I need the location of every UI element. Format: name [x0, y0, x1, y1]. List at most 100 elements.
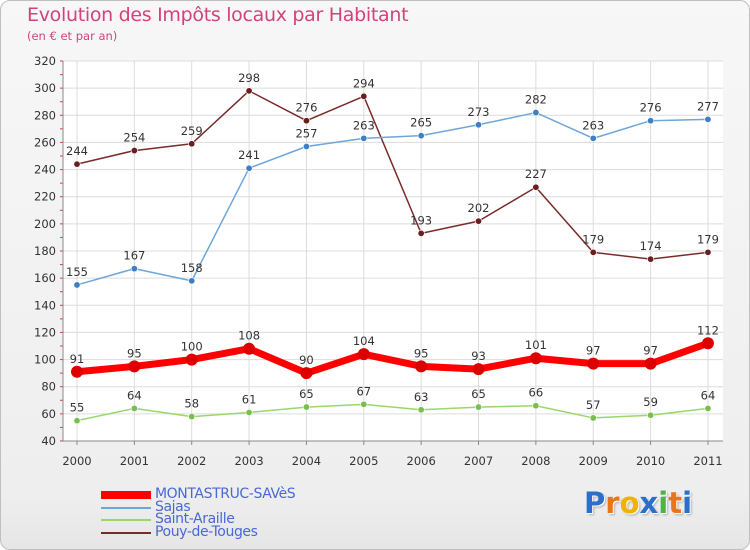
series-line-0 [73, 339, 712, 377]
data-point [243, 342, 256, 355]
x-tick-label: 2000 [62, 454, 91, 468]
legend-label: Saint-Araille [155, 511, 235, 527]
data-label: 202 [468, 201, 490, 215]
data-label: 241 [238, 148, 260, 162]
data-point [188, 277, 196, 285]
y-tick-label: 320 [34, 54, 56, 68]
data-point [417, 132, 425, 140]
data-point [701, 337, 714, 350]
logo-letter: t [668, 486, 683, 520]
x-tick-label: 2009 [579, 454, 608, 468]
data-point [245, 164, 253, 172]
y-tick-label: 120 [34, 325, 56, 339]
data-point [245, 408, 253, 416]
data-point [302, 117, 310, 125]
data-label: 64 [127, 388, 142, 402]
x-tick-label: 2008 [521, 454, 550, 468]
data-label: 179 [582, 232, 604, 246]
data-point [475, 217, 483, 225]
y-tick-label: 300 [34, 81, 56, 95]
data-point [188, 413, 196, 421]
data-point [185, 353, 198, 366]
data-label: 101 [525, 338, 547, 352]
logo-letter: i [682, 486, 693, 520]
data-label: 276 [640, 101, 662, 115]
data-point [529, 352, 542, 365]
data-label: 263 [582, 118, 604, 132]
data-point [704, 404, 712, 412]
x-tick-label: 2003 [234, 454, 263, 468]
data-point [647, 255, 655, 263]
data-label: 112 [697, 323, 719, 337]
data-point [704, 248, 712, 256]
y-tick-label: 140 [34, 298, 56, 312]
data-label: 294 [353, 76, 375, 90]
legend-label: MONTASTRUC-SAVèS [155, 486, 296, 502]
data-point [73, 281, 81, 289]
data-point [415, 360, 428, 373]
data-label: 158 [181, 261, 203, 275]
y-tick-label: 240 [34, 163, 56, 177]
data-point [73, 417, 81, 425]
data-label: 174 [640, 239, 662, 253]
data-point [130, 404, 138, 412]
data-label: 276 [295, 101, 317, 115]
data-label: 155 [66, 265, 88, 279]
y-tick-label: 40 [41, 434, 56, 448]
data-label: 227 [525, 167, 547, 181]
data-point [360, 92, 368, 100]
data-label: 91 [70, 352, 85, 366]
data-label: 65 [299, 387, 314, 401]
data-label: 104 [353, 334, 375, 348]
series-line-2 [76, 403, 709, 422]
data-label: 90 [299, 353, 314, 367]
y-tick-label: 220 [34, 190, 56, 204]
data-label: 63 [414, 390, 429, 404]
data-point [360, 134, 368, 142]
x-tick-label: 2004 [292, 454, 321, 468]
legend-swatch [101, 506, 151, 509]
data-label: 65 [471, 387, 486, 401]
y-tick-label: 160 [34, 271, 56, 285]
data-point [532, 402, 540, 410]
data-point [188, 140, 196, 148]
data-label: 55 [70, 401, 85, 415]
data-label: 167 [123, 249, 145, 263]
legend-swatch [101, 491, 151, 499]
data-point [71, 365, 83, 378]
data-point [245, 87, 253, 95]
legend-label: Pouy-de-Touges [155, 523, 258, 540]
x-tick-label: 2007 [464, 454, 493, 468]
series-line-3 [76, 90, 709, 260]
y-tick-label: 200 [34, 217, 56, 231]
data-label: 97 [586, 344, 601, 358]
data-label: 282 [525, 93, 547, 107]
data-label: 277 [697, 99, 719, 113]
data-point [130, 147, 138, 155]
logo-letter: x [639, 486, 659, 520]
data-point [302, 143, 310, 151]
data-point [128, 360, 141, 373]
y-tick-label: 260 [34, 135, 56, 149]
x-tick-label: 2005 [349, 454, 378, 468]
data-label: 263 [353, 118, 375, 132]
data-point [589, 248, 597, 256]
logo-letter: P [584, 486, 606, 520]
data-label: 100 [181, 340, 203, 354]
x-tick-label: 2002 [177, 454, 206, 468]
data-label: 193 [410, 213, 432, 227]
chart-title: Evolution des Impôts locaux par Habitant [27, 4, 409, 26]
x-tick-label: 2001 [120, 454, 149, 468]
data-label: 244 [66, 144, 88, 158]
data-label: 64 [701, 388, 716, 402]
data-label: 273 [468, 105, 490, 119]
legend-label: Sajas [155, 498, 191, 515]
y-tick-label: 60 [41, 407, 56, 421]
logo-letter: i [658, 486, 669, 520]
data-point [130, 265, 138, 273]
data-point [589, 134, 597, 142]
logo-letter: o [619, 486, 640, 520]
data-label: 298 [238, 71, 260, 85]
data-point [589, 414, 597, 422]
